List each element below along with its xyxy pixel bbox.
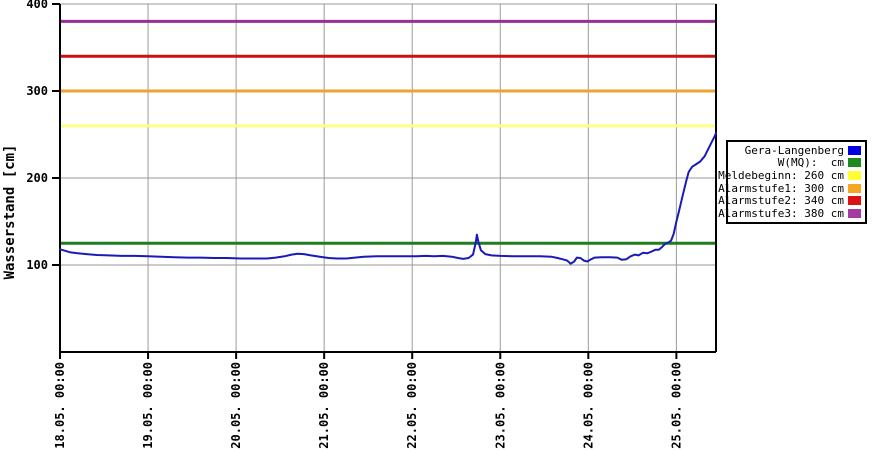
legend-swatch [848, 209, 861, 219]
x-tick-label: 25.05. 00:00 [669, 362, 683, 449]
legend-swatch [848, 145, 861, 155]
legend-swatch [848, 158, 861, 168]
legend-row: W(MQ): cm [730, 157, 861, 168]
legend-row: Gera-Langenberg [730, 145, 861, 156]
x-tick-label: 24.05. 00:00 [581, 362, 595, 449]
legend-swatch [848, 183, 861, 193]
axis-ticks [52, 3, 678, 359]
legend-label: W(MQ): cm [777, 156, 844, 170]
legend-row: Alarmstufe1: 300 cm [718, 183, 861, 194]
y-tick-label: 200 [26, 171, 48, 185]
legend-label: Alarmstufe2: 340 cm [718, 194, 844, 208]
y-tick-label: 300 [26, 84, 48, 98]
legend-swatch [848, 171, 861, 181]
x-tick-label: 18.05. 00:00 [53, 362, 67, 449]
y-axis-title: Wasserstand [cm] [2, 145, 18, 280]
legend-label: Alarmstufe3: 380 cm [718, 207, 844, 221]
legend-label: Alarmstufe1: 300 cm [718, 181, 844, 195]
x-tick-label: 22.05. 00:00 [405, 362, 419, 449]
x-tick-label: 23.05. 00:00 [493, 362, 507, 449]
legend-row: Alarmstufe2: 340 cm [718, 195, 861, 206]
legend-box: Gera-Langenberg W(MQ): cm Meldebeginn: 260… [718, 140, 867, 224]
y-tick-label: 100 [26, 258, 48, 272]
legend-swatch [848, 196, 861, 206]
x-tick-label: 21.05. 00:00 [317, 362, 331, 449]
legend-label: Gera-Langenberg [744, 143, 844, 157]
x-tick-label: 20.05. 00:00 [229, 362, 243, 449]
data-series [59, 131, 717, 265]
legend-row: Alarmstufe3: 380 cm [718, 208, 861, 219]
legend-row: Meldebeginn: 260 cm [718, 170, 861, 181]
water-level-line [59, 131, 717, 265]
axis-tick-labels: 100 200 300 400 18.05. 00:00 19.05. 00:00 20.0… [26, 0, 683, 449]
legend-label: Meldebeginn: 260 cm [718, 169, 844, 183]
y-tick-label: 400 [26, 0, 48, 11]
threshold-lines [60, 19, 716, 245]
x-tick-label: 19.05. 00:00 [141, 362, 155, 449]
